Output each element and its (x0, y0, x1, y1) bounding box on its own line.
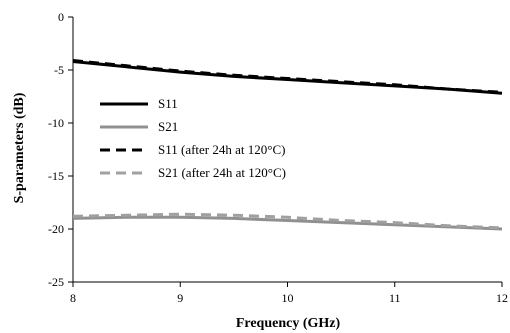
legend: S11 S21 S11 (after 24h at 120°C) S21 (after… (100, 96, 286, 180)
legend-label-1: S11 (158, 96, 178, 111)
x-tick-label: 9 (177, 291, 183, 305)
legend-label-4: S21 (after 24h at 120°C) (158, 165, 286, 180)
y-tick-label: 0 (58, 10, 64, 24)
x-tick-label: 10 (282, 291, 294, 305)
x-tick-label: 12 (496, 291, 508, 305)
x-axis-title: Frequency (GHz) (236, 316, 341, 331)
series-layer (72, 59, 503, 231)
series-line-2 (72, 215, 503, 231)
y-tick-label: -25 (48, 275, 64, 289)
legend-label-2: S21 (158, 119, 178, 134)
y-tick-label: -20 (48, 222, 64, 236)
series-line-3 (72, 59, 503, 94)
x-tick-label: 8 (70, 291, 76, 305)
y-tick-label: -5 (54, 63, 64, 77)
y-tick-label: -15 (48, 169, 64, 183)
y-tick-label: -10 (48, 116, 64, 130)
series-line-4 (72, 212, 503, 230)
y-axis-title: S-parameters (dB) (12, 92, 27, 203)
x-tick-label: 11 (389, 291, 401, 305)
axes: 0 -5 -10 -15 -20 -25 8 9 10 11 12 (48, 10, 508, 305)
legend-label-3: S11 (after 24h at 120°C) (158, 142, 285, 157)
